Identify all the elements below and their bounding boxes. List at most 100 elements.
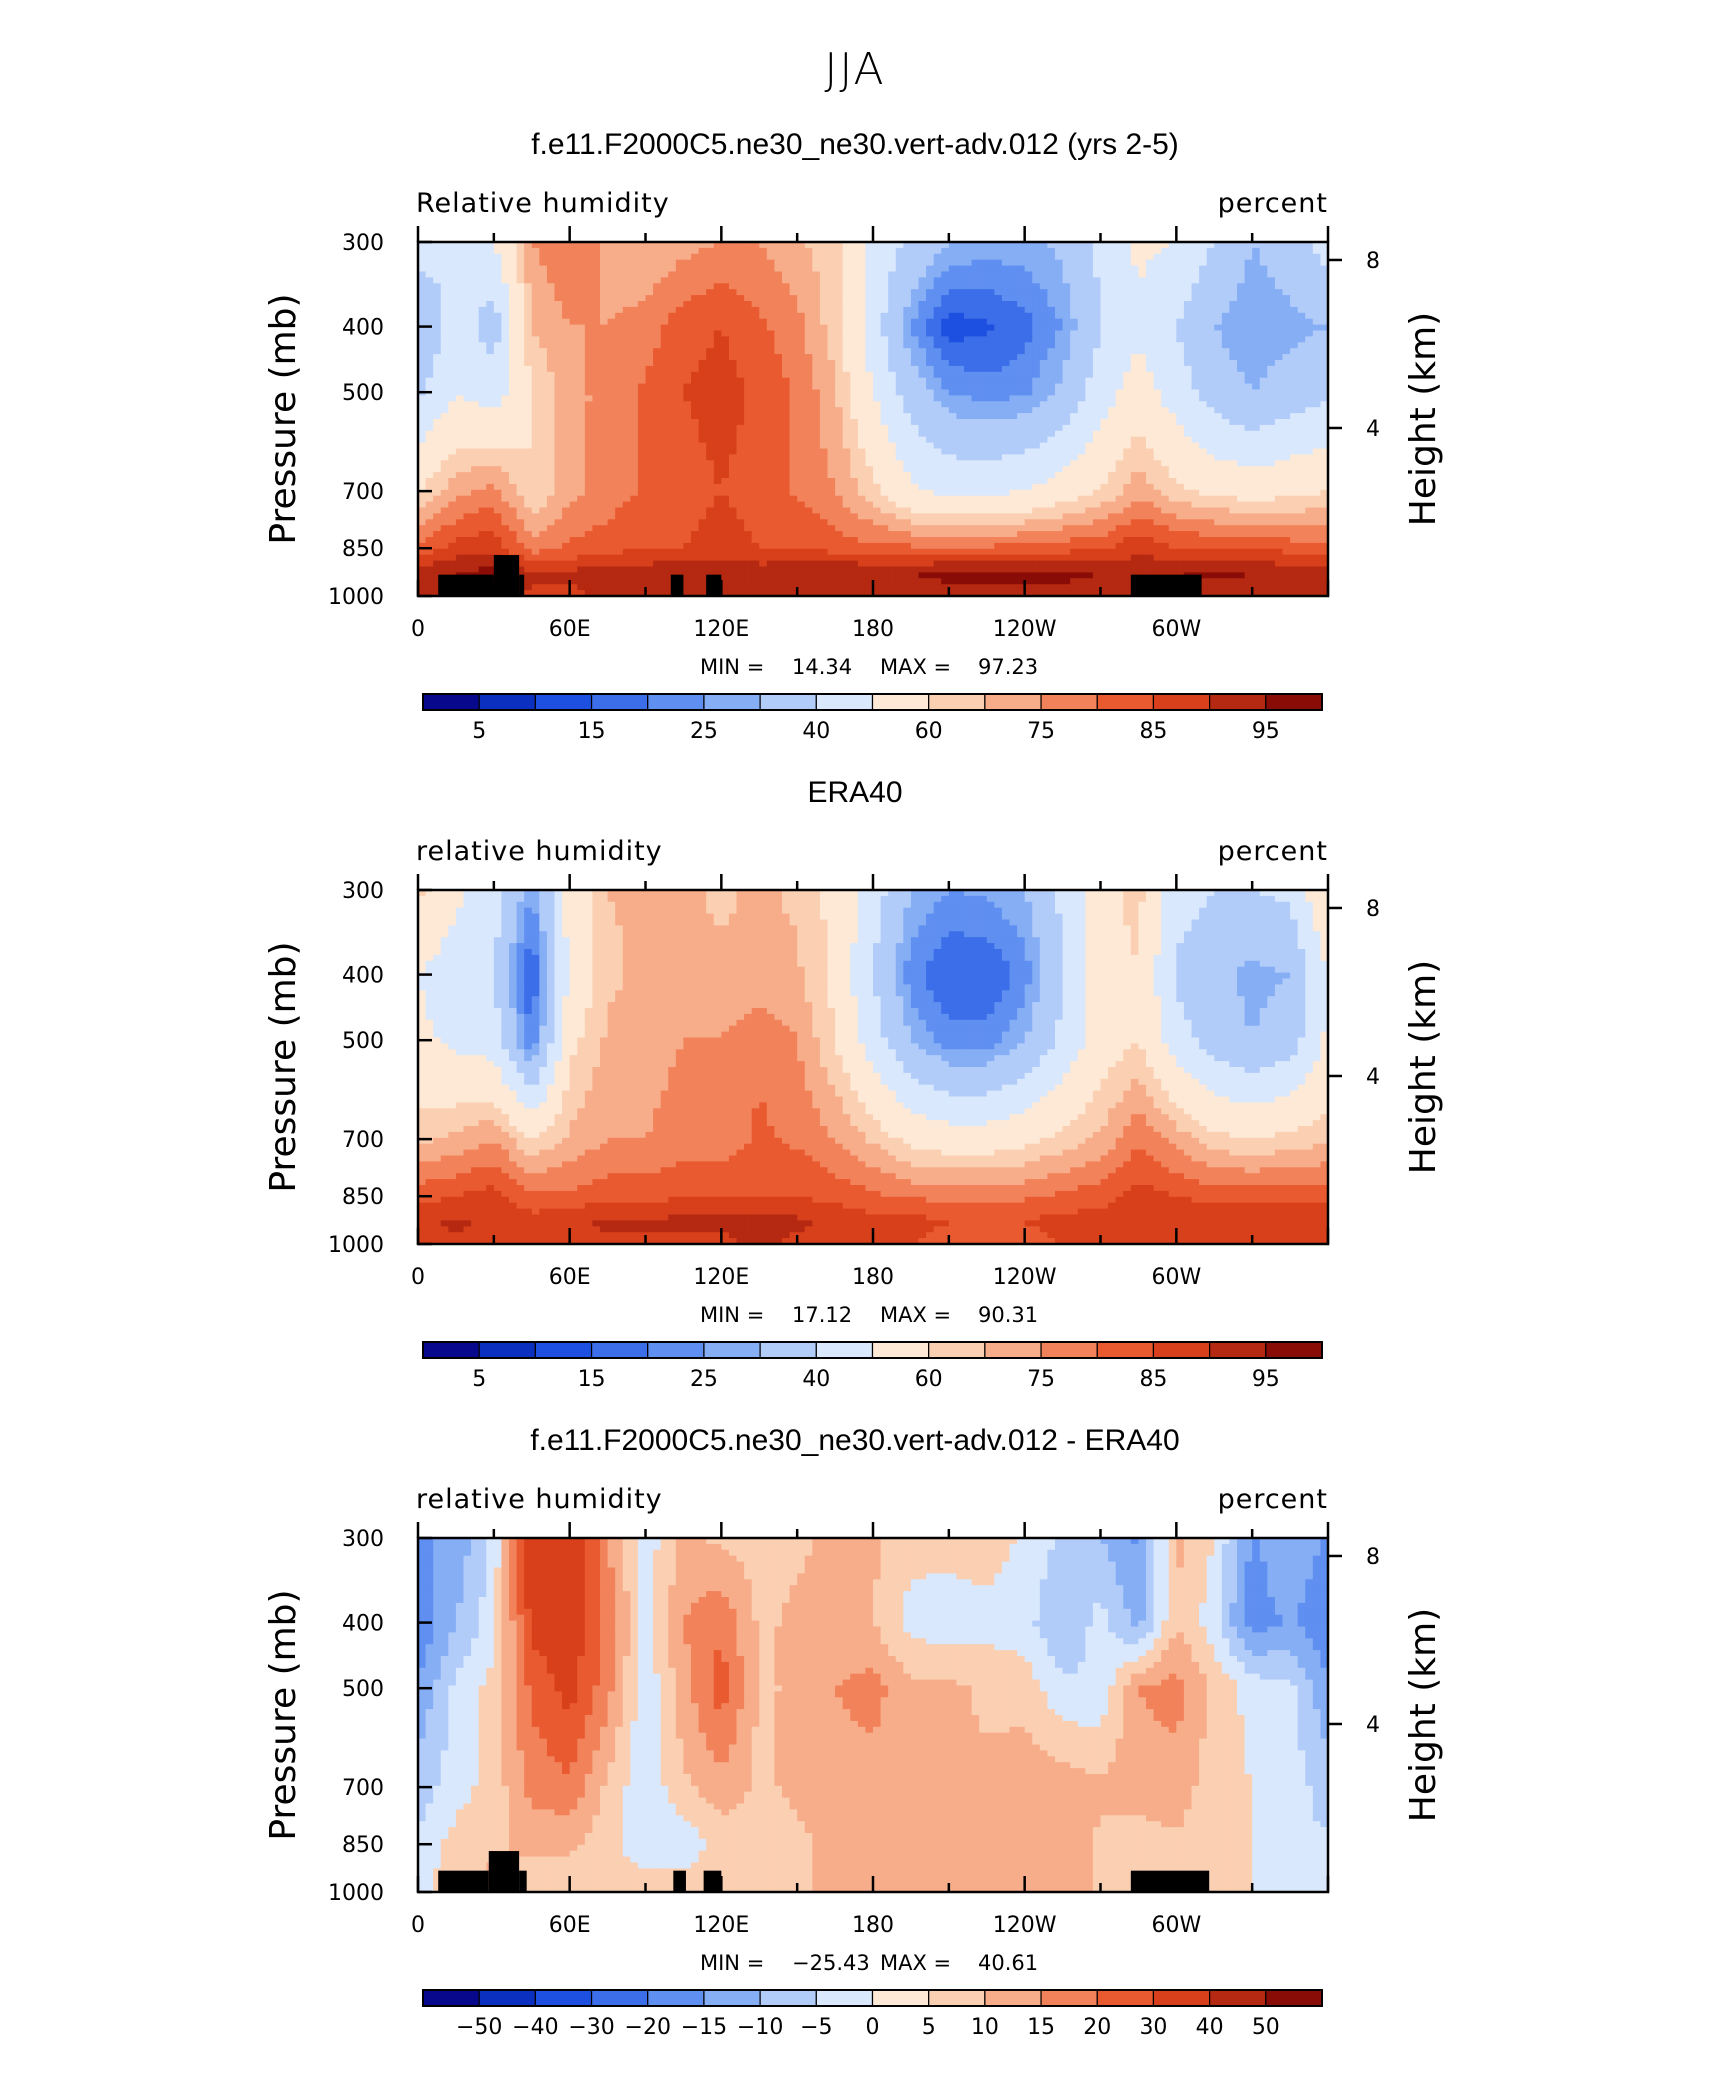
heatmap-cell [759, 265, 768, 273]
heatmap-cell [1244, 354, 1253, 361]
heatmap-cell [986, 259, 995, 267]
heatmap-cell [857, 407, 867, 414]
heatmap-cell [926, 336, 935, 343]
heatmap-cell [744, 336, 753, 343]
heatmap-cell [554, 430, 563, 438]
heatmap-cell [584, 466, 594, 473]
heatmap-cell [1092, 348, 1102, 355]
heatmap-cell [865, 413, 874, 420]
heatmap-cell [425, 259, 434, 267]
heatmap-cell [660, 354, 669, 361]
heatmap-cell [683, 389, 692, 396]
heatmap-cell [1062, 360, 1071, 367]
heatmap-cell [827, 460, 836, 467]
heatmap-cell [539, 324, 548, 332]
heatmap-cell [675, 365, 685, 373]
heatmap-cell [1153, 460, 1162, 467]
heatmap-cell [964, 354, 973, 361]
heatmap-cell [1229, 371, 1238, 379]
heatmap-cell [1077, 395, 1086, 402]
heatmap-cell [1282, 401, 1291, 408]
heatmap-cell [1092, 289, 1102, 296]
heatmap-cell [455, 478, 465, 485]
heatmap-cell [1267, 401, 1276, 408]
heatmap-cell [812, 383, 821, 391]
heatmap-cell [683, 336, 692, 343]
heatmap-cell [546, 371, 556, 379]
heatmap-cell [766, 354, 776, 361]
heatmap-cell [956, 348, 965, 355]
heatmap-cell [691, 454, 700, 461]
heatmap-cell [895, 371, 904, 379]
heatmap-cell [600, 407, 609, 414]
heatmap-cell [433, 472, 442, 479]
heatmap-cell [660, 283, 669, 290]
heatmap-cell [903, 448, 912, 455]
heatmap-cell [956, 454, 965, 461]
heatmap-cell [1009, 318, 1018, 326]
heatmap-cell [797, 242, 806, 249]
heatmap-cell [1153, 271, 1162, 278]
heatmap-cell [1183, 401, 1193, 408]
heatmap-cell [1176, 271, 1185, 278]
heatmap-cell [675, 401, 685, 408]
heatmap-cell [1108, 389, 1117, 396]
heatmap-cell [744, 419, 753, 426]
heatmap-cell [1047, 466, 1056, 473]
heatmap-cell [478, 460, 487, 467]
heatmap-cell [842, 306, 851, 314]
heatmap-cell [1297, 324, 1306, 332]
heatmap-cell [577, 430, 586, 438]
heatmap-cell [850, 277, 859, 284]
heatmap-cell [888, 478, 897, 485]
heatmap-cell [903, 259, 912, 267]
heatmap-cell [736, 466, 745, 473]
heatmap-cell [895, 283, 904, 290]
heatmap-cell [1282, 466, 1291, 473]
heatmap-cell [956, 389, 965, 396]
heatmap-cell [516, 330, 525, 337]
heatmap-cell [910, 330, 920, 337]
heatmap-cell [615, 424, 624, 432]
heatmap-cell [509, 472, 518, 479]
heatmap-cell [554, 389, 563, 396]
heatmap-cell [653, 318, 662, 326]
heatmap-cell [440, 401, 449, 408]
heatmap-cell [440, 301, 449, 308]
heatmap-cell [455, 289, 465, 296]
heatmap-cell [1047, 318, 1056, 326]
heatmap-cell [1237, 253, 1246, 261]
heatmap-cell [1267, 442, 1276, 450]
heatmap-cell [1024, 295, 1033, 302]
heatmap-cell [759, 336, 768, 343]
heatmap-cell [842, 360, 851, 367]
heatmap-cell [600, 436, 609, 444]
heatmap-cell [774, 301, 783, 308]
heatmap-cell [842, 330, 851, 337]
heatmap-cell [782, 365, 791, 373]
heatmap-cell [1009, 430, 1018, 438]
heatmap-cell [691, 442, 700, 450]
heatmap-cell [653, 454, 662, 461]
heatmap-cell [1085, 301, 1094, 308]
heatmap-cell [440, 360, 449, 367]
heatmap-cell [948, 242, 958, 249]
heatmap-cell [478, 377, 487, 385]
heatmap-cell [827, 442, 836, 450]
heatmap-cell [1229, 401, 1238, 408]
heatmap-cell [933, 483, 942, 491]
heatmap-cell [1161, 289, 1170, 296]
heatmap-cell [797, 360, 806, 367]
heatmap-cell [971, 365, 980, 373]
heatmap-cell [1062, 413, 1071, 420]
heatmap-cell [888, 472, 897, 479]
heatmap-cell [797, 442, 806, 450]
heatmap-cell [531, 295, 540, 302]
heatmap-cell [1077, 301, 1086, 308]
heatmap-cell [493, 365, 503, 373]
heatmap-cell [1085, 472, 1094, 479]
heatmap-cell [835, 247, 844, 255]
heatmap-cell [774, 377, 783, 385]
heatmap-cell [926, 354, 935, 361]
heatmap-cell [562, 295, 571, 302]
